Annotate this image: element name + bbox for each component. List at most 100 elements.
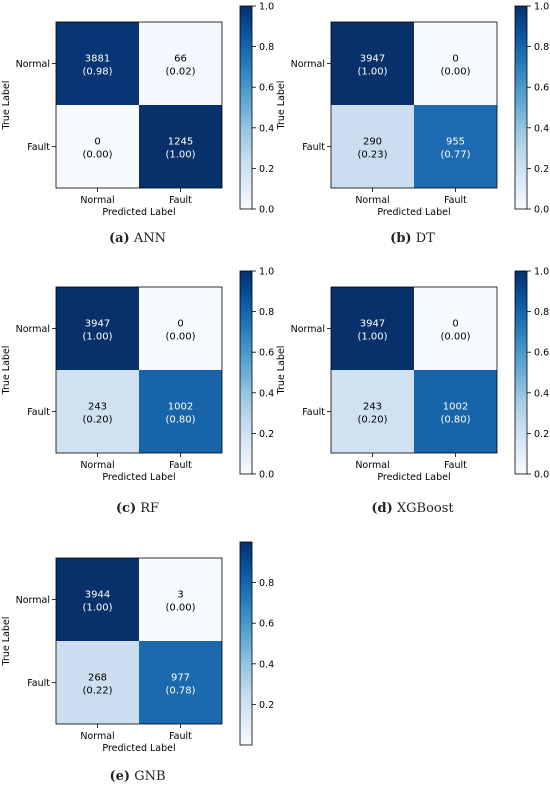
colorbar-tick-label: 0.2: [534, 429, 549, 440]
panel-xgboost: 3947 (1.00) 0 (0.00) 243 (0.20) 1002 (0.80) Norm…: [275, 265, 550, 527]
cell-count-label: 243: [88, 402, 107, 413]
cell-count-label: 66: [174, 54, 187, 65]
y-tick-label: Normal: [16, 595, 50, 606]
cell-count-label: 1002: [168, 402, 193, 413]
matrix-cell: [139, 287, 222, 370]
panel-ann: 3881 (0.98) 66 (0.02) 0 (0.00) 1245 (1.00) Norma…: [0, 0, 275, 262]
colorbar-tick-label: 0.4: [534, 388, 549, 399]
cell-ratio-label: (1.00): [82, 332, 112, 343]
matrix-cell: [139, 22, 222, 105]
caption-text: XGBoost: [396, 501, 454, 516]
colorbar-tick-label: 0.6: [534, 348, 549, 359]
caption-letter: (b): [390, 231, 412, 246]
cell-count-label: 3947: [360, 319, 385, 330]
colorbar-tick-label: 0.6: [259, 83, 274, 94]
caption-text: GNB: [134, 769, 166, 784]
matrix-cell: [414, 22, 497, 105]
colorbar-tick-label: 0.2: [534, 164, 549, 175]
cell-ratio-label: (0.23): [357, 150, 387, 161]
matrix-cell: [56, 558, 139, 641]
cell-count-label: 290: [363, 137, 382, 148]
cell-count-label: 243: [363, 402, 382, 413]
colorbar: [514, 270, 528, 475]
panel-dt: 3947 (1.00) 0 (0.00) 290 (0.23) 955 (0.77) Norma…: [275, 0, 550, 262]
cell-count-label: 268: [88, 673, 107, 684]
y-tick-label: Normal: [16, 324, 50, 335]
caption-letter: (d): [371, 501, 393, 516]
confusion-matrix-rf: 3947 (1.00) 0 (0.00) 243 (0.20) 1002 (0.80) Norm…: [1, 267, 274, 484]
cell-count-label: 955: [446, 137, 465, 148]
cell-ratio-label: (0.80): [165, 415, 195, 426]
cell-count-label: 3: [177, 590, 183, 601]
colorbar-tick-label: 0.8: [259, 42, 274, 53]
confusion-matrix-gnb: 3944 (1.00) 3 (0.00) 268 (0.22) 977 (0.78) Norma…: [1, 541, 274, 754]
matrix-frame: [55, 286, 223, 454]
x-axis-label: Predicted Label: [377, 472, 450, 483]
cell-ratio-label: (0.02): [165, 67, 195, 78]
colorbar-tick-label: 0.2: [259, 700, 274, 711]
cell-count-label: 3947: [360, 54, 385, 65]
colorbar: [514, 5, 528, 210]
colorbar-tick-label: 0.4: [259, 388, 274, 399]
cell-ratio-label: (0.00): [165, 332, 195, 343]
cell-count-label: 1245: [168, 137, 193, 148]
cell-count-label: 0: [452, 319, 458, 330]
matrix-frame: [55, 21, 223, 189]
cell-ratio-label: (0.20): [357, 415, 387, 426]
y-tick-label: Fault: [302, 142, 325, 153]
colorbar-tick-label: 0.8: [534, 42, 549, 53]
colorbar-tick-label: 0.6: [534, 83, 549, 94]
colorbar-tick-label: 0.6: [259, 348, 274, 359]
matrix-cell: [139, 641, 222, 724]
y-tick-label: Normal: [291, 59, 325, 70]
y-axis-label: True Label: [276, 81, 287, 131]
caption-xgboost: (d) XGBoost: [275, 501, 550, 516]
matrix-cell: [56, 370, 139, 453]
y-axis-label: True Label: [1, 81, 12, 131]
colorbar-tick-label: 0.8: [259, 578, 274, 589]
cell-ratio-label: (0.00): [165, 603, 195, 614]
x-tick-label: Fault: [444, 195, 467, 206]
matrix-cell: [414, 105, 497, 188]
caption-text: ANN: [133, 231, 166, 246]
matrix-cell: [139, 558, 222, 641]
matrix-cell: [331, 105, 414, 188]
panel-rf: 3947 (1.00) 0 (0.00) 243 (0.20) 1002 (0.80) Norm…: [0, 265, 275, 527]
colorbar-tick-label: 0.4: [259, 659, 274, 670]
cell-ratio-label: (0.20): [82, 415, 112, 426]
y-axis-label: True Label: [1, 617, 12, 667]
matrix-cell: [331, 370, 414, 453]
x-axis-label: Predicted Label: [102, 743, 175, 754]
cell-ratio-label: (0.22): [82, 686, 112, 697]
matrix-cell: [139, 370, 222, 453]
caption-text: DT: [415, 231, 435, 246]
confusion-matrix-xgboost: 3947 (1.00) 0 (0.00) 243 (0.20) 1002 (0.80) Norm…: [276, 267, 549, 484]
x-tick-label: Fault: [444, 460, 467, 471]
x-tick-label: Normal: [355, 195, 389, 206]
colorbar: [239, 5, 253, 210]
y-tick-label: Normal: [291, 324, 325, 335]
y-tick-label: Normal: [16, 59, 50, 70]
colorbar-tick-label: 0.0: [259, 205, 274, 216]
matrix-cell: [331, 22, 414, 105]
colorbar-tick-label: 1.0: [259, 2, 274, 13]
cell-ratio-label: (1.00): [82, 603, 112, 614]
cell-count-label: 0: [94, 137, 100, 148]
colorbar-tick-label: 0.4: [534, 123, 549, 134]
x-axis-label: Predicted Label: [102, 472, 175, 483]
x-axis-label: Predicted Label: [377, 207, 450, 218]
panel-gnb: 3944 (1.00) 3 (0.00) 268 (0.22) 977 (0.78) Norma…: [0, 536, 275, 798]
caption-ann: (a) ANN: [0, 231, 275, 246]
matrix-cell: [139, 105, 222, 188]
cell-ratio-label: (0.77): [440, 150, 470, 161]
cell-count-label: 3944: [85, 590, 110, 601]
matrix-cell: [56, 287, 139, 370]
matrix-cell: [56, 641, 139, 724]
y-tick-label: Fault: [27, 142, 50, 153]
colorbar-tick-label: 0.0: [259, 470, 274, 481]
colorbar-tick-label: 0.4: [259, 123, 274, 134]
matrix-cell: [414, 287, 497, 370]
matrix-frame: [330, 286, 498, 454]
x-tick-label: Normal: [80, 460, 114, 471]
colorbar-tick-label: 0.0: [534, 205, 549, 216]
